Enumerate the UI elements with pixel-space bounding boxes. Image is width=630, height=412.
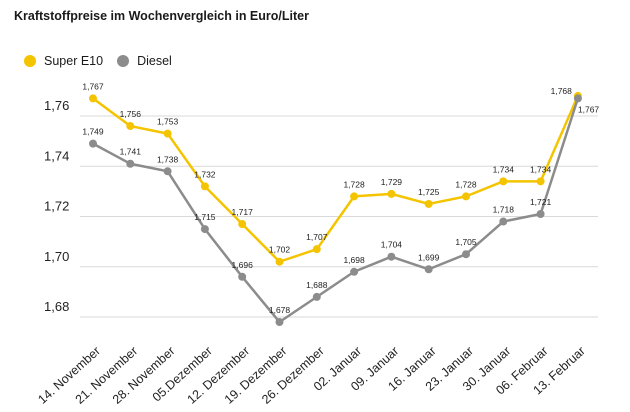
data-label-diesel: 1,721 bbox=[530, 197, 552, 207]
data-point-super-e10 bbox=[312, 245, 321, 254]
data-label-diesel: 1,715 bbox=[194, 212, 216, 222]
legend-label-diesel: Diesel bbox=[137, 54, 172, 68]
data-label-super-e10: 1,728 bbox=[455, 179, 477, 189]
data-label-super-e10: 1,725 bbox=[418, 187, 440, 197]
data-point-diesel bbox=[424, 265, 433, 274]
data-point-diesel bbox=[462, 250, 470, 259]
data-label-diesel: 1,741 bbox=[120, 147, 142, 157]
data-point-super-e10 bbox=[238, 220, 247, 229]
data-point-super-e10 bbox=[424, 199, 433, 208]
data-label-diesel: 1,678 bbox=[269, 305, 291, 315]
data-label-super-e10: 1,728 bbox=[343, 179, 365, 189]
y-tick-label: 1,68 bbox=[44, 299, 69, 314]
data-label-diesel: 1,699 bbox=[418, 252, 440, 262]
data-point-diesel bbox=[350, 267, 359, 276]
data-label-super-e10: 1,729 bbox=[381, 177, 403, 187]
legend-marker-super-e10 bbox=[24, 55, 36, 67]
data-point-super-e10 bbox=[89, 94, 97, 103]
legend: Super E10 Diesel bbox=[24, 54, 186, 68]
data-label-diesel: 1,704 bbox=[381, 240, 403, 250]
data-label-super-e10: 1,734 bbox=[493, 164, 515, 174]
series-line-diesel bbox=[92, 98, 580, 324]
data-point-super-e10 bbox=[163, 129, 172, 138]
data-label-super-e10: 1,707 bbox=[306, 232, 328, 242]
y-tick-label: 1,76 bbox=[44, 98, 69, 113]
data-label-diesel: 1,688 bbox=[306, 280, 328, 290]
legend-item-super-e10: Super E10 bbox=[24, 54, 103, 68]
data-point-diesel bbox=[573, 94, 582, 103]
data-point-super-e10 bbox=[387, 189, 396, 198]
data-point-diesel bbox=[387, 252, 396, 261]
data-point-diesel bbox=[275, 318, 284, 327]
data-label-diesel: 1,767 bbox=[578, 104, 600, 114]
data-label-super-e10: 1,767 bbox=[82, 81, 104, 91]
data-label-diesel: 1,718 bbox=[493, 205, 515, 215]
data-point-super-e10 bbox=[499, 177, 508, 186]
y-tick-label: 1,72 bbox=[44, 199, 69, 214]
legend-label-super-e10: Super E10 bbox=[44, 54, 104, 68]
data-point-diesel bbox=[200, 225, 209, 234]
data-label-super-e10: 1,734 bbox=[530, 164, 552, 174]
data-point-diesel bbox=[238, 272, 247, 281]
data-label-super-e10: 1,717 bbox=[232, 207, 254, 217]
data-label-diesel: 1,738 bbox=[157, 154, 179, 164]
data-point-diesel bbox=[163, 167, 172, 176]
legend-item-diesel: Diesel bbox=[117, 54, 172, 68]
data-label-diesel: 1,696 bbox=[232, 260, 254, 270]
series-line-super-e10 bbox=[92, 95, 580, 263]
data-point-super-e10 bbox=[275, 257, 284, 266]
data-point-super-e10 bbox=[200, 182, 209, 191]
x-tick-label: 14. November bbox=[35, 344, 103, 407]
data-label-diesel: 1,749 bbox=[82, 127, 104, 137]
data-point-super-e10 bbox=[536, 177, 545, 186]
data-point-diesel bbox=[536, 209, 545, 218]
data-point-diesel bbox=[312, 292, 321, 301]
data-label-super-e10: 1,732 bbox=[194, 169, 216, 179]
data-point-super-e10 bbox=[126, 122, 135, 131]
data-label-diesel: 1,705 bbox=[455, 237, 477, 247]
data-point-super-e10 bbox=[462, 192, 470, 201]
data-label-super-e10: 1,702 bbox=[269, 245, 291, 255]
legend-marker-diesel bbox=[117, 55, 130, 67]
data-point-diesel bbox=[499, 217, 508, 226]
data-label-super-e10: 1,753 bbox=[157, 117, 179, 127]
data-point-super-e10 bbox=[350, 192, 359, 201]
y-tick-label: 1,70 bbox=[44, 249, 69, 264]
data-label-super-e10: 1,768 bbox=[551, 86, 573, 96]
chart-title: Kraftstoffpreise im Wochenvergleich in E… bbox=[14, 9, 309, 23]
data-point-diesel bbox=[126, 159, 135, 168]
data-label-super-e10: 1,756 bbox=[120, 109, 142, 119]
data-label-diesel: 1,698 bbox=[343, 255, 365, 265]
data-point-diesel bbox=[89, 139, 97, 148]
y-tick-label: 1,74 bbox=[44, 148, 69, 163]
